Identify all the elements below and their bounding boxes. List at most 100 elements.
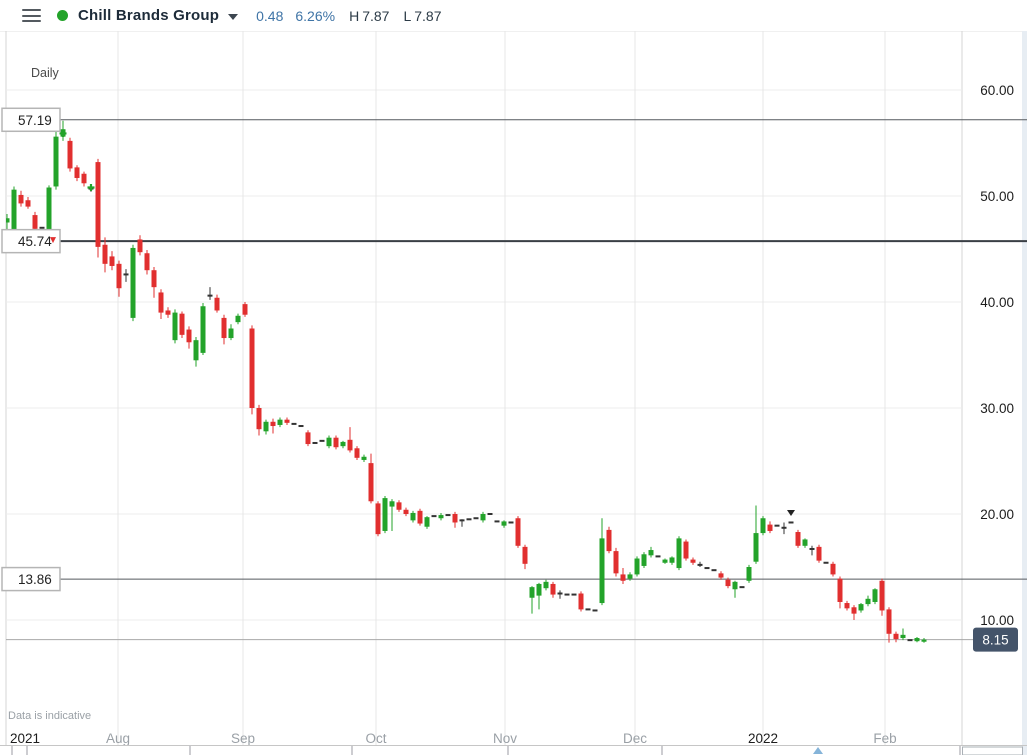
candle[interactable] — [109, 256, 115, 266]
candle[interactable] — [732, 581, 738, 590]
candle[interactable] — [501, 521, 507, 526]
candle[interactable] — [697, 563, 703, 566]
candle[interactable] — [249, 328, 255, 409]
candle[interactable] — [522, 546, 528, 564]
candle[interactable] — [333, 437, 339, 448]
candle[interactable] — [326, 437, 332, 447]
candle[interactable] — [823, 561, 829, 564]
candle[interactable] — [263, 421, 269, 432]
candle[interactable] — [529, 587, 535, 598]
candle[interactable] — [676, 538, 682, 569]
candle[interactable] — [270, 421, 276, 427]
candle[interactable] — [725, 579, 731, 587]
candle[interactable] — [774, 524, 780, 527]
navigator-selection-box[interactable] — [962, 746, 1023, 755]
candle[interactable] — [550, 583, 556, 595]
candle[interactable] — [361, 456, 367, 460]
candle[interactable] — [291, 422, 297, 425]
candle[interactable] — [620, 574, 626, 581]
candle[interactable] — [130, 247, 136, 318]
candle[interactable] — [347, 439, 353, 451]
candle[interactable] — [25, 200, 31, 207]
candle[interactable] — [886, 609, 892, 634]
candle[interactable] — [305, 432, 311, 445]
candle[interactable] — [417, 510, 423, 524]
candle[interactable] — [802, 539, 808, 546]
candle[interactable] — [473, 517, 479, 520]
candle[interactable] — [312, 441, 318, 444]
candle[interactable] — [571, 593, 577, 596]
candle[interactable] — [424, 517, 430, 527]
candle[interactable] — [67, 140, 73, 169]
candle[interactable] — [382, 498, 388, 531]
candle[interactable] — [438, 515, 444, 519]
chevron-down-icon[interactable] — [228, 13, 239, 20]
candle[interactable] — [123, 273, 129, 276]
candle[interactable] — [340, 441, 346, 447]
candle[interactable] — [228, 328, 234, 339]
candle[interactable] — [536, 583, 542, 596]
candle[interactable] — [53, 136, 59, 187]
candle[interactable] — [921, 639, 927, 642]
candle[interactable] — [746, 567, 752, 581]
candle[interactable] — [207, 294, 213, 297]
candle[interactable] — [704, 567, 710, 570]
candle[interactable] — [221, 317, 227, 339]
candle[interactable] — [543, 581, 549, 589]
candle[interactable] — [788, 521, 794, 524]
candle[interactable] — [816, 546, 822, 561]
candle[interactable] — [872, 589, 878, 602]
menu-hamburger-icon[interactable] — [22, 9, 41, 22]
candle[interactable] — [844, 603, 850, 609]
candle[interactable] — [641, 554, 647, 566]
candle[interactable] — [298, 425, 304, 428]
candle[interactable] — [158, 292, 164, 313]
candle[interactable] — [599, 538, 605, 604]
candle[interactable] — [760, 518, 766, 534]
candle[interactable] — [32, 215, 38, 229]
candle[interactable] — [410, 512, 416, 521]
candle[interactable] — [557, 592, 563, 595]
candle[interactable] — [319, 439, 325, 442]
candle[interactable] — [354, 448, 360, 458]
candle[interactable] — [151, 270, 157, 288]
candle[interactable] — [235, 315, 241, 323]
candle[interactable] — [200, 306, 206, 353]
candle[interactable] — [186, 329, 192, 343]
candle[interactable] — [165, 310, 171, 315]
candle[interactable] — [452, 514, 458, 523]
candle[interactable] — [445, 514, 451, 517]
candle[interactable] — [403, 509, 409, 514]
candle[interactable] — [858, 604, 864, 611]
instrument-title[interactable]: Chill Brands Group — [78, 7, 220, 24]
candle[interactable] — [95, 162, 101, 247]
candle[interactable] — [137, 239, 143, 253]
candle[interactable] — [81, 173, 87, 184]
candle[interactable] — [431, 515, 437, 518]
candle[interactable] — [368, 463, 374, 502]
candle[interactable] — [718, 573, 724, 578]
candle[interactable] — [753, 533, 759, 562]
candle[interactable] — [256, 408, 262, 430]
candlestick-series[interactable] — [5, 120, 927, 643]
candle[interactable] — [564, 593, 570, 596]
candle[interactable] — [627, 574, 633, 579]
candle[interactable] — [179, 313, 185, 335]
candle[interactable] — [396, 502, 402, 510]
candle[interactable] — [172, 312, 178, 341]
candle[interactable] — [851, 607, 857, 614]
candle[interactable] — [900, 634, 906, 639]
candle[interactable] — [893, 633, 899, 640]
candle[interactable] — [242, 304, 248, 315]
candle[interactable] — [494, 520, 500, 523]
candle[interactable] — [592, 609, 598, 612]
candle[interactable] — [690, 559, 696, 563]
right-scroll-strip[interactable] — [1022, 31, 1027, 755]
candle[interactable] — [767, 524, 773, 531]
candle[interactable] — [613, 551, 619, 574]
candle[interactable] — [5, 218, 10, 223]
candle[interactable] — [193, 340, 199, 361]
candle[interactable] — [284, 419, 290, 423]
candle[interactable] — [914, 638, 920, 642]
